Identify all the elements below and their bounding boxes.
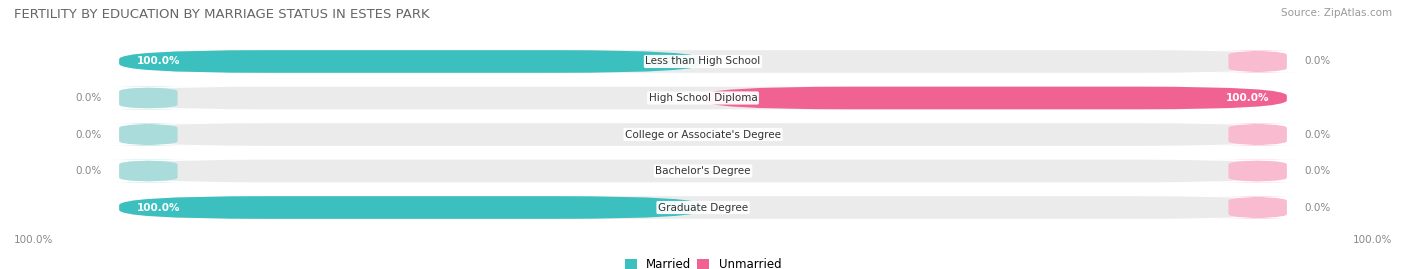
Text: 100.0%: 100.0% [1226, 93, 1270, 103]
FancyBboxPatch shape [1213, 123, 1302, 146]
Text: College or Associate's Degree: College or Associate's Degree [626, 129, 780, 140]
Text: Bachelor's Degree: Bachelor's Degree [655, 166, 751, 176]
Text: 0.0%: 0.0% [1305, 203, 1330, 213]
FancyBboxPatch shape [120, 87, 1286, 109]
FancyBboxPatch shape [120, 196, 703, 219]
Text: Less than High School: Less than High School [645, 56, 761, 66]
Text: High School Diploma: High School Diploma [648, 93, 758, 103]
FancyBboxPatch shape [120, 123, 1286, 146]
Text: 100.0%: 100.0% [14, 235, 53, 245]
FancyBboxPatch shape [120, 50, 1286, 73]
Text: 100.0%: 100.0% [136, 56, 180, 66]
FancyBboxPatch shape [120, 50, 703, 73]
Text: 0.0%: 0.0% [1305, 129, 1330, 140]
FancyBboxPatch shape [120, 196, 1286, 219]
FancyBboxPatch shape [104, 123, 193, 146]
FancyBboxPatch shape [1213, 160, 1302, 182]
Text: 0.0%: 0.0% [76, 93, 101, 103]
Text: 0.0%: 0.0% [1305, 166, 1330, 176]
FancyBboxPatch shape [104, 87, 193, 109]
Text: Source: ZipAtlas.com: Source: ZipAtlas.com [1281, 8, 1392, 18]
Legend: Married, Unmarried: Married, Unmarried [620, 253, 786, 269]
Text: 100.0%: 100.0% [136, 203, 180, 213]
FancyBboxPatch shape [703, 87, 1286, 109]
Text: Graduate Degree: Graduate Degree [658, 203, 748, 213]
FancyBboxPatch shape [120, 160, 1286, 182]
Text: FERTILITY BY EDUCATION BY MARRIAGE STATUS IN ESTES PARK: FERTILITY BY EDUCATION BY MARRIAGE STATU… [14, 8, 430, 21]
Text: 0.0%: 0.0% [76, 166, 101, 176]
Text: 0.0%: 0.0% [1305, 56, 1330, 66]
FancyBboxPatch shape [104, 160, 193, 182]
Text: 0.0%: 0.0% [76, 129, 101, 140]
Text: 100.0%: 100.0% [1353, 235, 1392, 245]
FancyBboxPatch shape [1213, 196, 1302, 219]
FancyBboxPatch shape [1213, 50, 1302, 73]
